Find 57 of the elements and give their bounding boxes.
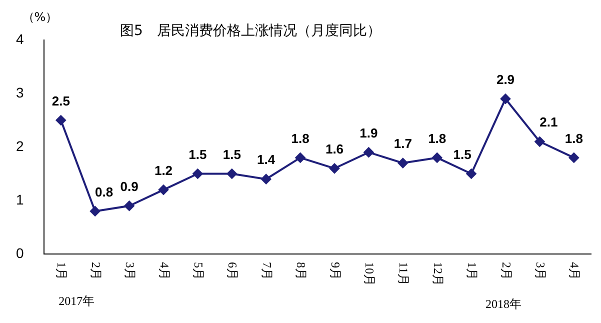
data-label: 2.1 (540, 114, 558, 130)
text: 2017年 (58, 294, 95, 308)
x-tick-label: 9月 (328, 262, 342, 280)
data-label: 0.8 (95, 184, 114, 200)
data-label: 1.8 (564, 130, 583, 146)
data-label: 1.2 (154, 162, 173, 178)
x-tick-label: 8月 (294, 262, 308, 280)
y-tick-label: 4 (16, 30, 24, 47)
data-label: 1.5 (188, 146, 207, 162)
point (466, 168, 476, 179)
x-tick-label: 10月 (362, 262, 377, 286)
point (432, 152, 442, 163)
x-tick-label: 1月 (54, 262, 69, 280)
data-label: 1.5 (222, 146, 241, 162)
point (295, 152, 306, 163)
y-axis-title: （%） (22, 10, 58, 24)
data-label: 2.9 (496, 72, 515, 87)
point (500, 94, 510, 104)
point (261, 174, 272, 184)
point (534, 136, 545, 147)
point (124, 200, 134, 211)
point (568, 152, 579, 163)
y-tick-label: 2 (16, 138, 24, 154)
point (56, 115, 66, 126)
x-tick-label: 4月 (568, 262, 582, 280)
x-tick-label: 3月 (534, 262, 548, 280)
data-label: 0.9 (120, 178, 138, 194)
x-tick-label: 2月 (88, 262, 103, 280)
x-tick-label: 5月 (192, 262, 206, 280)
x-tick-label: 1月 (465, 262, 480, 280)
data-label: 1.9 (360, 125, 378, 140)
data-label: 1.8 (291, 130, 310, 146)
data-label: 1.8 (428, 130, 446, 146)
y-tick-label: 0 (16, 244, 24, 261)
point (226, 168, 237, 179)
point (364, 147, 374, 158)
x-tick-label: 12月 (430, 262, 445, 286)
x-tick-label: 11月 (396, 262, 411, 286)
chart-title: 图5 居民消费价格上涨情况（月度同比） (120, 22, 381, 40)
data-label: 1.7 (394, 136, 412, 152)
point (329, 163, 340, 174)
x-tick-label: 6月 (226, 262, 240, 280)
data-label: 1.6 (325, 141, 344, 156)
point (90, 206, 100, 216)
data-label: 1.5 (453, 146, 472, 162)
text: 2018年 (485, 297, 522, 312)
y-tick-label: 3 (16, 84, 24, 100)
point (192, 168, 203, 179)
x-tick-label: 4月 (157, 262, 172, 280)
data-label: 1.4 (257, 152, 276, 168)
y-tick-label: 1 (16, 191, 24, 208)
x-tick-label: 2月 (499, 262, 514, 280)
x-tick-label: 7月 (260, 262, 274, 280)
point (398, 158, 408, 168)
point (158, 184, 168, 195)
data-label: 2.5 (52, 93, 70, 108)
x-tick-label: 3月 (123, 262, 138, 280)
